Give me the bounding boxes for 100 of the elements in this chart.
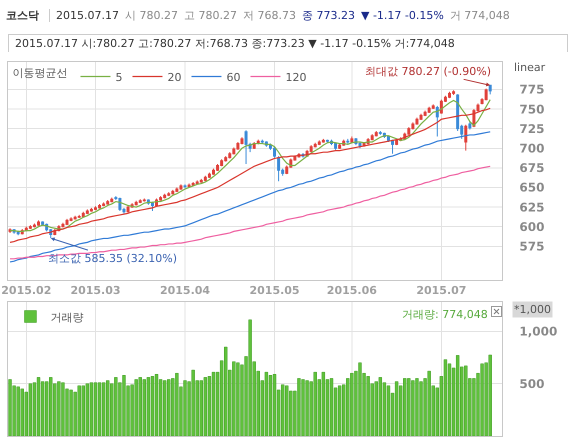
candlestick — [391, 140, 394, 154]
candlestick — [204, 175, 207, 182]
candlestick — [175, 186, 178, 193]
candlestick — [432, 104, 435, 110]
candlestick — [66, 218, 68, 226]
bar — [330, 378, 334, 436]
candlestick — [94, 206, 97, 211]
bar — [285, 386, 288, 436]
bar — [154, 374, 158, 436]
bar — [448, 364, 452, 436]
annotation: 거래량: 774,048 — [402, 308, 488, 321]
candlestick — [420, 113, 423, 121]
bar — [236, 362, 240, 436]
candlestick — [322, 138, 325, 144]
bar — [94, 382, 98, 436]
text: 거 774,048 — [450, 9, 510, 22]
bar — [456, 355, 460, 436]
bar — [28, 383, 32, 436]
y-tick-label: 675 — [519, 161, 544, 176]
bar — [106, 380, 110, 436]
legend-label: 5 — [115, 70, 122, 84]
candlestick — [220, 158, 224, 167]
candlestick — [188, 183, 191, 188]
candlestick — [110, 197, 114, 203]
bar — [366, 376, 370, 436]
candlestick — [370, 134, 374, 141]
bar — [98, 382, 102, 436]
y-tick-label: 650 — [519, 180, 544, 195]
bar — [114, 377, 118, 436]
candlestick — [346, 138, 350, 144]
bar — [427, 370, 431, 436]
bar — [138, 377, 142, 436]
candlestick — [378, 130, 382, 136]
bar — [191, 370, 195, 436]
text: *1,000 — [514, 303, 551, 316]
candlestick — [224, 156, 228, 162]
candlestick — [212, 168, 215, 176]
y-tick-label: 775 — [519, 82, 544, 97]
candlestick — [126, 205, 130, 214]
bar — [386, 386, 390, 436]
candlestick — [310, 144, 313, 153]
x-tick-label: 2015.06 — [326, 284, 378, 298]
candlestick — [236, 141, 240, 150]
bar — [134, 379, 138, 436]
candlestick — [184, 184, 187, 189]
bar — [268, 375, 272, 436]
bar — [49, 377, 52, 436]
bar — [322, 372, 326, 436]
text: 코스닥 — [6, 9, 50, 22]
bar — [280, 384, 284, 436]
text: 고 780.27 — [184, 9, 237, 22]
text: linear — [514, 61, 546, 74]
candlestick — [244, 130, 248, 164]
bar — [142, 379, 146, 436]
candlestick — [167, 192, 170, 197]
bar — [57, 381, 61, 436]
bar — [444, 359, 448, 436]
bar — [358, 362, 362, 436]
candlestick — [407, 126, 410, 136]
y-tick-label: 750 — [519, 102, 544, 116]
candlestick — [216, 163, 220, 172]
bar — [36, 377, 40, 436]
legend-label: 거래량 — [50, 310, 84, 324]
legend-title: 이동평균선 — [12, 66, 68, 80]
legend-label: 20 — [167, 70, 182, 84]
candlestick — [464, 124, 468, 152]
candlestick — [90, 207, 93, 212]
candlestick — [374, 130, 378, 137]
bar — [16, 386, 20, 436]
candlestick — [415, 117, 418, 126]
bar — [232, 361, 236, 436]
x-tick-label: 2015.04 — [160, 284, 210, 298]
y-tick-label: 1,000 — [519, 324, 558, 339]
bar — [297, 378, 301, 436]
candlestick — [102, 202, 106, 207]
candlestick — [260, 139, 264, 144]
bar — [183, 380, 187, 436]
candlestick — [32, 223, 36, 228]
bar — [90, 382, 94, 436]
y-tick-label: 600 — [519, 220, 544, 234]
bar — [394, 381, 398, 436]
candlestick — [163, 193, 166, 199]
candlestick — [179, 184, 182, 190]
candlestick — [452, 90, 456, 96]
candlestick — [138, 198, 142, 204]
bar — [338, 386, 342, 436]
bar — [20, 388, 24, 436]
candlestick — [314, 142, 317, 148]
bar — [272, 374, 276, 436]
bar — [40, 381, 44, 436]
candlestick — [134, 200, 138, 206]
candlestick — [424, 110, 427, 117]
bar — [146, 377, 150, 436]
candlestick — [28, 224, 32, 230]
candlestick — [318, 140, 321, 146]
candlestick — [484, 88, 488, 101]
candlestick — [200, 178, 203, 184]
bar — [403, 378, 406, 436]
y-tick-label: 500 — [519, 376, 544, 391]
candlestick — [37, 220, 40, 226]
